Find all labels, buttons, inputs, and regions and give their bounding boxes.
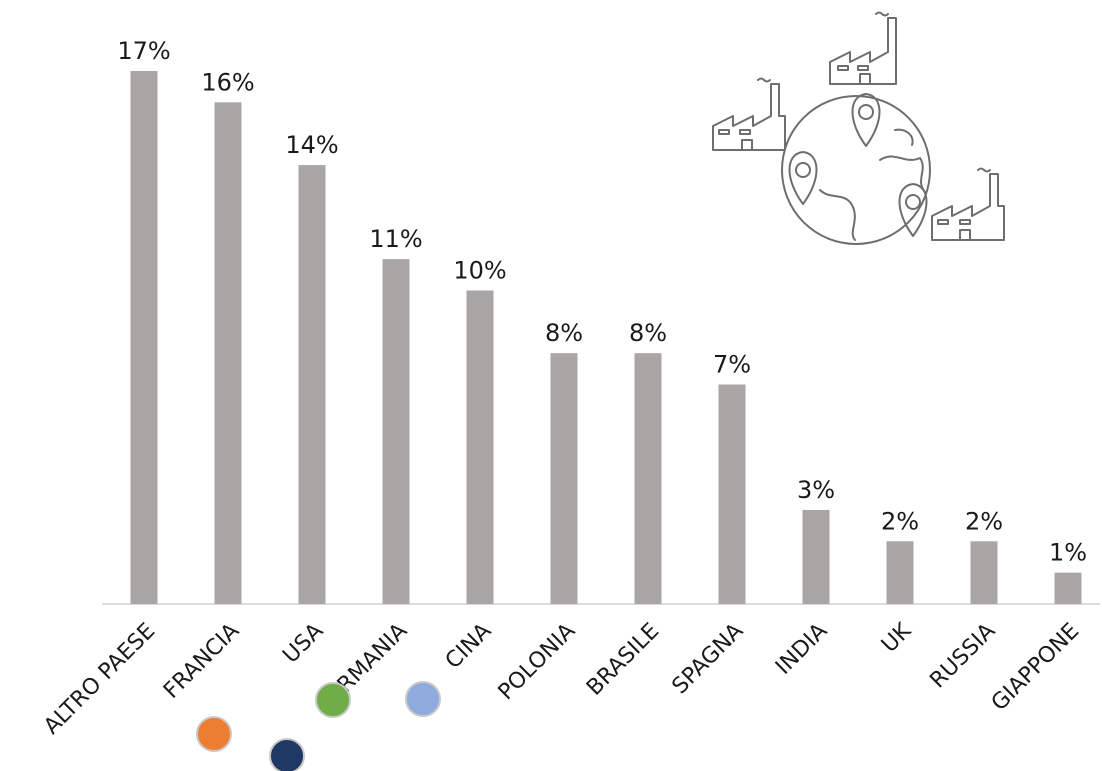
bar <box>634 353 662 604</box>
country-color-marker <box>196 716 232 752</box>
category-tick-label: RUSSIA <box>925 619 1000 694</box>
smoke-icon <box>757 77 771 83</box>
data-label: 1% <box>1049 539 1087 567</box>
factory-icon <box>712 83 786 151</box>
category-tick-label: POLONIA <box>494 619 581 706</box>
globe-with-factories-icon <box>712 11 1005 245</box>
data-label: 3% <box>797 476 835 504</box>
bar <box>1054 572 1082 604</box>
smoke-icon <box>875 11 889 17</box>
bar <box>214 102 242 605</box>
bar <box>802 509 830 604</box>
data-label: 16% <box>201 68 254 96</box>
category-tick-label: CINA <box>441 619 496 674</box>
data-label: 8% <box>629 319 667 347</box>
category-tick-label: INDIA <box>771 619 832 680</box>
location-pin-dot <box>905 194 921 210</box>
factory-door <box>741 139 753 151</box>
smoke-icon <box>977 167 991 173</box>
country-color-marker <box>315 682 351 718</box>
globe-icon <box>781 95 931 245</box>
factory-window <box>718 129 730 135</box>
bar <box>466 290 494 604</box>
data-label: 8% <box>545 319 583 347</box>
country-color-marker <box>269 738 305 771</box>
country-color-marker <box>405 681 441 717</box>
location-pin-icon <box>851 93 881 147</box>
continent-outline <box>894 128 914 146</box>
location-pin-dot <box>858 104 874 120</box>
location-pin-icon <box>898 183 928 237</box>
bar <box>382 259 410 604</box>
bar <box>550 353 578 604</box>
value-labels-group: 17% 16% 14% 11% 10% 8% 8% 7% 3% 2% 2% 1% <box>117 37 1087 567</box>
category-tick-label: FRANCIA <box>159 619 244 704</box>
factory-window <box>959 219 971 225</box>
category-tick-label: BRASILE <box>582 619 664 701</box>
continent-outline <box>819 189 856 241</box>
location-pin-icon <box>788 151 818 205</box>
data-label: 10% <box>453 256 506 284</box>
continent-outline <box>879 155 926 193</box>
bar <box>886 541 914 604</box>
data-label: 17% <box>117 37 170 65</box>
markers-group <box>196 681 441 771</box>
location-pin-dot <box>795 162 811 178</box>
category-tick-label: UK <box>877 618 917 658</box>
bar <box>970 541 998 604</box>
factory-window <box>937 219 949 225</box>
data-label: 2% <box>965 507 1003 535</box>
data-label: 2% <box>881 507 919 535</box>
factory-window <box>739 129 751 135</box>
factory-door <box>859 73 871 85</box>
category-tick-label: GIAPPONE <box>987 619 1084 716</box>
factory-icon <box>829 17 897 85</box>
category-tick-label: ALTRO PAESE <box>39 619 160 740</box>
data-label: 11% <box>369 225 422 253</box>
category-tick-label: SPAGNA <box>668 619 749 700</box>
factory-window <box>857 65 869 71</box>
data-label: 14% <box>285 131 338 159</box>
factory-window <box>837 65 849 71</box>
bars-group <box>130 71 1082 605</box>
category-tick-label: USA <box>278 619 328 669</box>
bar <box>130 71 158 604</box>
data-label: 7% <box>713 351 751 379</box>
bar <box>718 384 746 604</box>
factory-door <box>959 229 971 241</box>
bar <box>298 165 326 604</box>
factory-icon <box>931 173 1005 241</box>
